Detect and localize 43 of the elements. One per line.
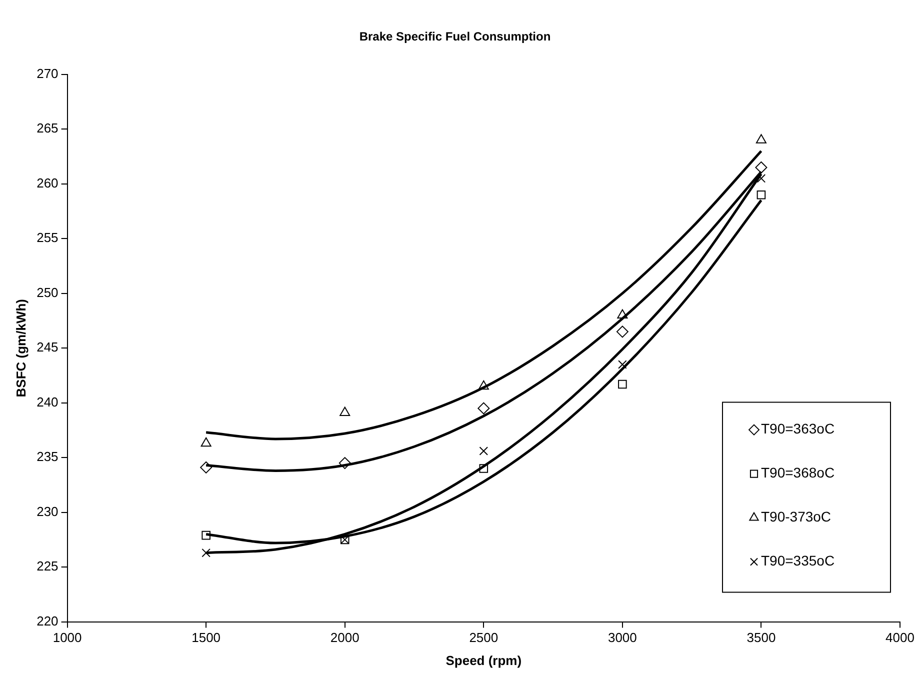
x-tick-label: 2000 — [330, 630, 360, 646]
point — [202, 530, 210, 540]
point — [479, 446, 488, 456]
point — [755, 161, 768, 174]
point — [479, 464, 488, 473]
point — [756, 134, 766, 144]
point — [618, 380, 627, 389]
point — [200, 437, 212, 447]
y-tick-label: 230 — [36, 504, 58, 519]
point — [756, 190, 766, 200]
chart-title: Brake Specific Fuel Consumption — [359, 30, 551, 44]
y-tick-label: 225 — [36, 558, 58, 574]
y-tick-label: 235 — [36, 449, 58, 464]
legend-label: T90=368oC — [761, 464, 835, 481]
point — [340, 406, 350, 416]
x-tick-label: 1000 — [52, 630, 82, 646]
x-tick-label: 4000 — [886, 630, 914, 646]
y-tick-label: 265 — [36, 120, 58, 136]
point — [200, 461, 212, 474]
point — [618, 360, 627, 369]
y-axis-title: BSFC (gm/kWh) — [13, 298, 28, 398]
legend-label: T90=335oC — [761, 552, 835, 569]
y-tick-label: 255 — [36, 230, 58, 246]
point — [478, 380, 489, 390]
point — [616, 326, 628, 338]
point — [617, 309, 628, 319]
x-tick-label: 2500 — [469, 630, 498, 646]
y-tick-label: 250 — [36, 284, 58, 300]
x-tick-label: 1500 — [192, 630, 221, 646]
line-series — [204, 150, 762, 440]
point — [202, 548, 210, 558]
y-tick-label: 245 — [36, 340, 58, 355]
point — [338, 457, 351, 470]
legend-label: T90-373oC — [761, 508, 832, 525]
y-tick-label: 220 — [36, 613, 58, 628]
y-tick-label: 270 — [36, 66, 58, 81]
x-tick-label: 3000 — [608, 630, 637, 646]
x-axis-title: Speed (rpm) — [446, 652, 522, 668]
legend-label: T90=363oC — [761, 420, 835, 437]
x-tick-label: 3500 — [746, 630, 776, 646]
y-tick-label: 240 — [36, 394, 58, 410]
point — [478, 402, 490, 414]
y-tick-label: 260 — [36, 175, 58, 190]
